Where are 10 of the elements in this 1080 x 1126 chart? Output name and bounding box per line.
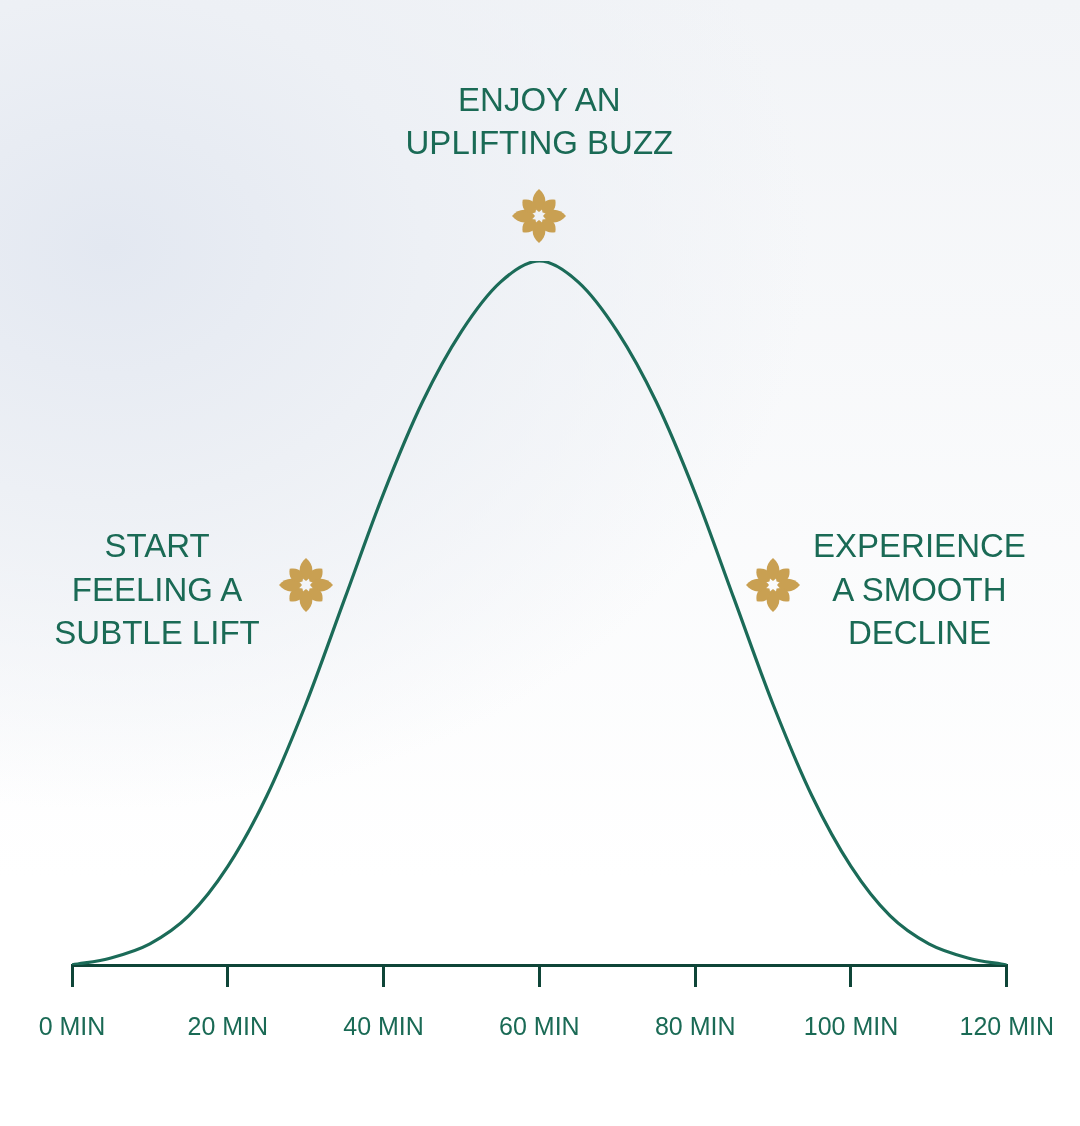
x-tick-label: 120 MIN [959, 1011, 1054, 1040]
x-tick-label: 60 MIN [499, 1011, 580, 1040]
x-tick-label: 80 MIN [654, 1011, 736, 1040]
text: ENJOY AN UPLIFTING BUZZ [405, 80, 674, 162]
annotation: START FEELING A SUBTLE LIFT [54, 527, 260, 652]
x-tick-label: 100 MIN [803, 1011, 899, 1040]
x-tick-label: 40 MIN [343, 1011, 424, 1040]
annotation: EXPERIENCE A SMOOTH DECLINE [813, 527, 1026, 652]
x-tick-label: 20 MIN [187, 1011, 269, 1040]
x-tick-label: 0 MIN [38, 1011, 106, 1040]
